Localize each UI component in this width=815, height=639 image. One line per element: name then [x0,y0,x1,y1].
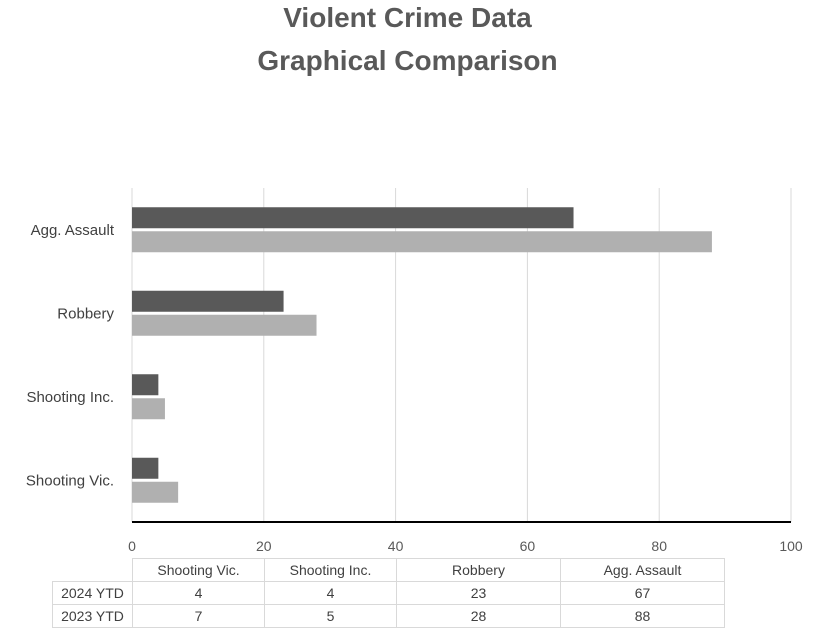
x-tick-label: 0 [128,538,136,554]
category-label: Shooting Vic. [26,472,114,489]
x-tick-label: 20 [256,538,272,554]
row-label: 2024 YTD [52,581,133,605]
row-label: 2023 YTD [52,604,133,628]
bar-series2 [132,481,179,503]
table-row: 2023 YTD 7 5 28 88 [52,604,725,628]
bar-series1 [132,457,159,479]
table-header: Robbery [396,558,561,582]
table-cell: 5 [264,604,397,628]
table-header-row: Shooting Vic. Shooting Inc. Robbery Agg.… [53,558,725,582]
bar-series2 [132,398,165,420]
bar-series1 [132,374,159,396]
chart-title-line1: Violent Crime Data [283,2,532,33]
x-tick-labels: 0 20 40 60 80 100 [128,538,803,554]
table-header: Shooting Vic. [132,558,265,582]
x-tick-label: 60 [520,538,536,554]
table-cell: 28 [396,604,561,628]
data-table: Shooting Vic. Shooting Inc. Robbery Agg.… [52,558,725,628]
table-cell: 67 [560,581,725,605]
category-label: Shooting Inc. [26,389,114,406]
table-cell: 7 [132,604,265,628]
category-labels: Shooting Vic. Shooting Inc. Robbery Agg. As… [26,222,115,490]
bars [132,207,712,503]
bar-series2 [132,231,712,253]
bar-series1 [132,290,284,312]
table-header: Agg. Assault [560,558,725,582]
table-cell: 23 [396,581,561,605]
x-tick-label: 100 [779,538,803,554]
bar-series1 [132,207,574,229]
chart-title-line2: Graphical Comparison [257,45,558,76]
bar-chart: Shooting Vic. Shooting Inc. Robbery Agg. As… [26,188,803,554]
table-cell: 88 [560,604,725,628]
table-header: Shooting Inc. [264,558,397,582]
table-corner [53,559,133,582]
x-tick-label: 40 [388,538,404,554]
category-label: Agg. Assault [31,222,115,239]
table-row: 2024 YTD 4 4 23 67 [52,581,725,605]
category-label: Robbery [57,305,114,322]
table-cell: 4 [264,581,397,605]
bar-series2 [132,314,317,336]
x-tick-label: 80 [651,538,667,554]
table-cell: 4 [132,581,265,605]
